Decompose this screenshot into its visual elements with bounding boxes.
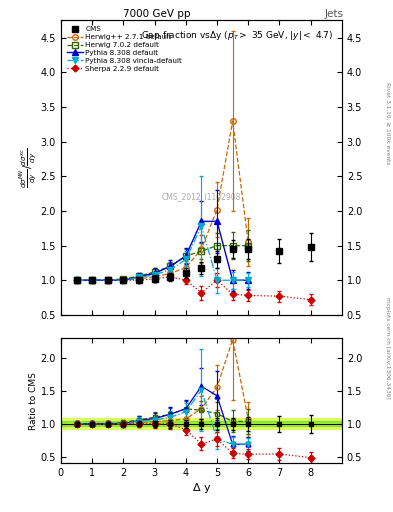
Text: Jets: Jets — [325, 9, 344, 19]
Text: mcplots.cern.ch [arXiv:1306.3436]: mcplots.cern.ch [arXiv:1306.3436] — [385, 297, 390, 399]
Y-axis label: Ratio to CMS: Ratio to CMS — [29, 372, 38, 430]
Text: Rivet 3.1.10, ≥ 100k events: Rivet 3.1.10, ≥ 100k events — [385, 81, 390, 164]
Text: Gap fraction vs$\Delta$y ($p_T >$ 35 GeV, $|y| <$ 4.7): Gap fraction vs$\Delta$y ($p_T >$ 35 GeV… — [141, 29, 334, 42]
Legend: CMS, Herwig++ 2.7.1 default, Herwig 7.0.2 default, Pythia 8.308 default, Pythia : CMS, Herwig++ 2.7.1 default, Herwig 7.0.… — [64, 24, 184, 74]
Text: 7000 GeV pp: 7000 GeV pp — [123, 9, 191, 19]
X-axis label: $\Delta$ y: $\Delta$ y — [192, 481, 211, 495]
Bar — [61, 421, 342, 426]
Text: CMS_2012_I1102908: CMS_2012_I1102908 — [162, 193, 241, 202]
Y-axis label: $\frac{d\sigma^{MN}}{dy} / \frac{d\sigma^{xc}}{dy}$: $\frac{d\sigma^{MN}}{dy} / \frac{d\sigma… — [19, 147, 39, 188]
Bar — [61, 418, 342, 429]
